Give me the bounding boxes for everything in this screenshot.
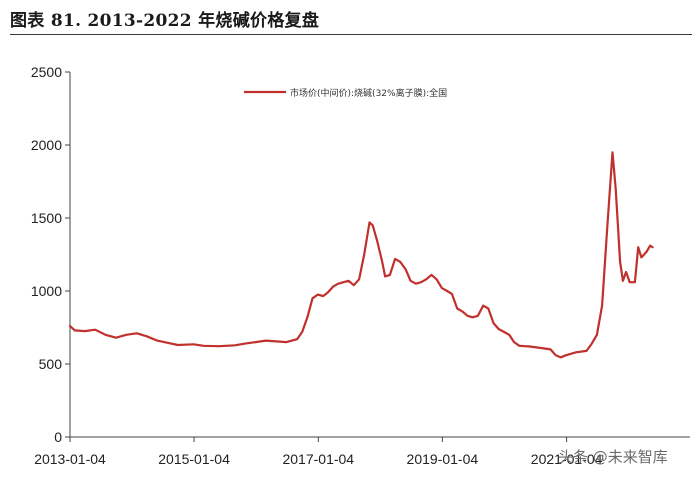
y-tick-label: 2000: [31, 137, 62, 153]
series-line: [68, 151, 654, 359]
figure-title: 图表 81. 2013-2022 年烧碱价格复盘: [10, 11, 320, 31]
y-tick-label: 0: [54, 429, 62, 445]
y-tick-label: 2500: [31, 64, 62, 80]
chart-ticks: 0 500 1000 1500 2000 2500 2013-01-04 2015-01-04…: [31, 64, 603, 467]
title-divider: [10, 34, 692, 35]
chart-series-layer: [68, 151, 654, 359]
watermark-text: 头条 @未来智库: [558, 448, 668, 466]
x-tick-label: 2019-01-04: [407, 451, 479, 467]
legend-label: 市场价(中间价):烧碱(32%离子膜):全国: [290, 87, 447, 99]
source-watermark: 头条 @未来智库: [558, 446, 668, 467]
x-tick-label: 2017-01-04: [282, 451, 354, 467]
chart-axes: [69, 72, 690, 438]
x-tick-label: 2015-01-04: [158, 451, 230, 467]
y-tick-label: 500: [39, 356, 63, 372]
x-tick-label: 2021-01-04: [531, 451, 603, 467]
chart-legend: 市场价(中间价):烧碱(32%离子膜):全国: [244, 87, 447, 99]
y-tick-label: 1500: [31, 210, 62, 226]
y-tick-label: 1000: [31, 283, 62, 299]
x-tick-label: 2013-01-04: [34, 451, 106, 467]
